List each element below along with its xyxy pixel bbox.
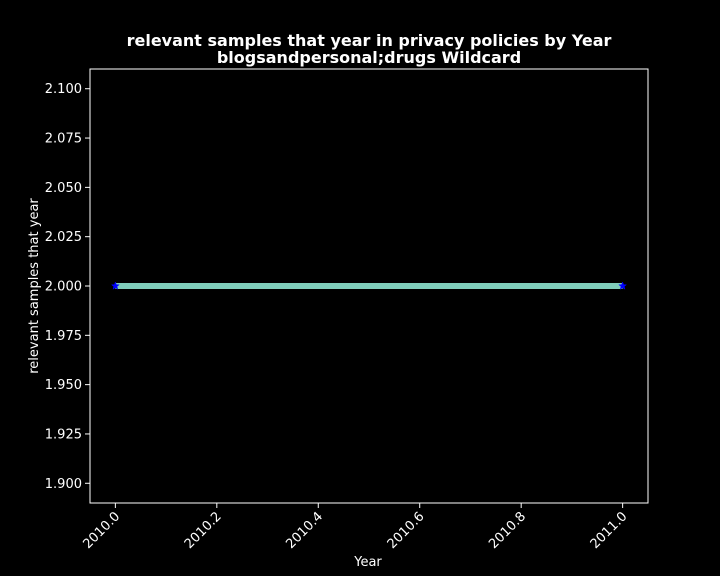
y-axis-ticks: 1.900 1.925 1.950 1.975 2.000 2.025 2.050 2.075… bbox=[45, 82, 90, 492]
y-tick-label: 2.025 bbox=[45, 230, 82, 245]
y-tick-label: 2.100 bbox=[45, 82, 82, 97]
y-tick-label: 1.900 bbox=[45, 477, 82, 492]
y-axis-label: relevant samples that year bbox=[27, 198, 42, 374]
x-axis-label: Year bbox=[353, 555, 382, 570]
y-tick-label: 2.000 bbox=[45, 280, 82, 295]
data-point-star bbox=[618, 281, 628, 290]
data-point-star bbox=[110, 281, 120, 290]
y-tick-label: 1.950 bbox=[45, 378, 82, 393]
y-tick-label: 2.050 bbox=[45, 181, 82, 196]
chart-title-line-2: blogsandpersonal;drugs Wildcard bbox=[217, 48, 521, 67]
y-tick-label: 1.925 bbox=[45, 427, 82, 442]
y-tick-label: 2.075 bbox=[45, 132, 82, 147]
series-layer bbox=[110, 281, 628, 290]
y-tick-label: 1.975 bbox=[45, 329, 82, 344]
chart-title-line-1: relevant samples that year in privacy po… bbox=[127, 31, 612, 50]
